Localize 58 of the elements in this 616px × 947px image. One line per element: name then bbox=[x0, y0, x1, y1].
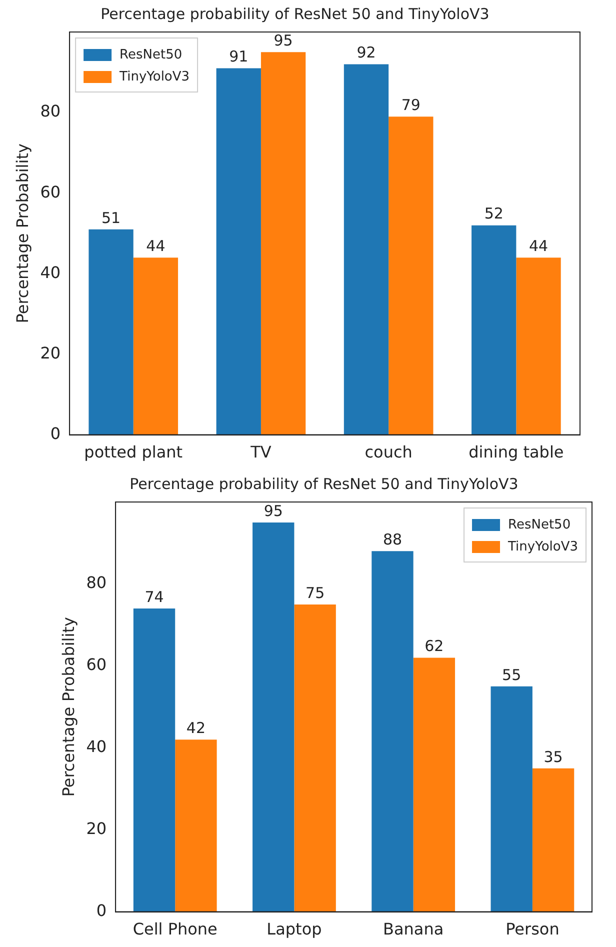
bar bbox=[372, 551, 414, 912]
y-tick-label: 0 bbox=[50, 424, 61, 443]
bar bbox=[260, 52, 306, 435]
x-tick-label: dining table bbox=[468, 442, 564, 462]
bar bbox=[516, 258, 561, 435]
legend-label: TinyYoloV3 bbox=[507, 539, 578, 554]
data-label: 95 bbox=[264, 502, 283, 520]
legend-label: ResNet50 bbox=[508, 517, 571, 532]
legend-label: TinyYoloV3 bbox=[118, 69, 190, 84]
x-tick-label: TV bbox=[250, 442, 272, 462]
x-tick-label: Banana bbox=[383, 920, 444, 939]
y-tick-label: 20 bbox=[86, 818, 107, 838]
y-tick-label: 80 bbox=[86, 573, 107, 592]
y-tick-label: 40 bbox=[86, 737, 107, 756]
y-tick-label: 60 bbox=[86, 655, 107, 674]
bar bbox=[133, 258, 178, 435]
bar bbox=[175, 740, 217, 912]
bar bbox=[252, 522, 294, 912]
legend-label: ResNet50 bbox=[120, 47, 182, 62]
bar bbox=[388, 116, 434, 435]
y-tick-label: 0 bbox=[96, 900, 107, 920]
data-label: 88 bbox=[382, 530, 402, 549]
bar bbox=[294, 604, 336, 912]
chart-title: Percentage probability of ResNet 50 and TinyYoloV3 bbox=[100, 4, 490, 23]
data-label: 35 bbox=[544, 748, 563, 766]
y-axis-title: Percentage Probability bbox=[12, 144, 32, 324]
x-tick-label: Cell Phone bbox=[132, 920, 218, 939]
chart-title: Percentage probability of ResNet 50 and TinyYoloV3 bbox=[130, 474, 518, 493]
x-tick-label: couch bbox=[364, 442, 412, 462]
y-tick-label: 80 bbox=[40, 102, 61, 121]
x-tick-label: potted plant bbox=[84, 442, 183, 462]
data-label: 42 bbox=[186, 719, 206, 738]
data-label: 62 bbox=[424, 637, 444, 656]
data-label: 75 bbox=[306, 584, 325, 602]
bar bbox=[490, 686, 532, 912]
bar bbox=[344, 64, 389, 435]
y-tick-label: 40 bbox=[40, 262, 61, 282]
data-label: 92 bbox=[356, 44, 376, 62]
x-tick-label: Person bbox=[506, 920, 560, 939]
bar bbox=[88, 229, 134, 435]
data-label: 79 bbox=[401, 96, 420, 114]
bar bbox=[472, 225, 516, 435]
data-label: 44 bbox=[528, 236, 548, 255]
data-label: 44 bbox=[146, 236, 166, 255]
x-tick-label: Laptop bbox=[266, 920, 322, 939]
data-label: 74 bbox=[144, 588, 164, 606]
data-label: 91 bbox=[229, 48, 248, 66]
data-label: 51 bbox=[101, 208, 121, 227]
y-tick-label: 20 bbox=[40, 343, 61, 362]
bar bbox=[216, 68, 261, 435]
bar bbox=[413, 658, 456, 912]
data-label: 95 bbox=[274, 32, 293, 50]
bar bbox=[133, 608, 176, 912]
bar bbox=[532, 768, 574, 912]
data-label: 55 bbox=[502, 666, 522, 684]
y-tick-label: 60 bbox=[40, 182, 61, 202]
data-label: 52 bbox=[484, 204, 504, 223]
y-axis-title: Percentage Probability bbox=[58, 617, 78, 797]
